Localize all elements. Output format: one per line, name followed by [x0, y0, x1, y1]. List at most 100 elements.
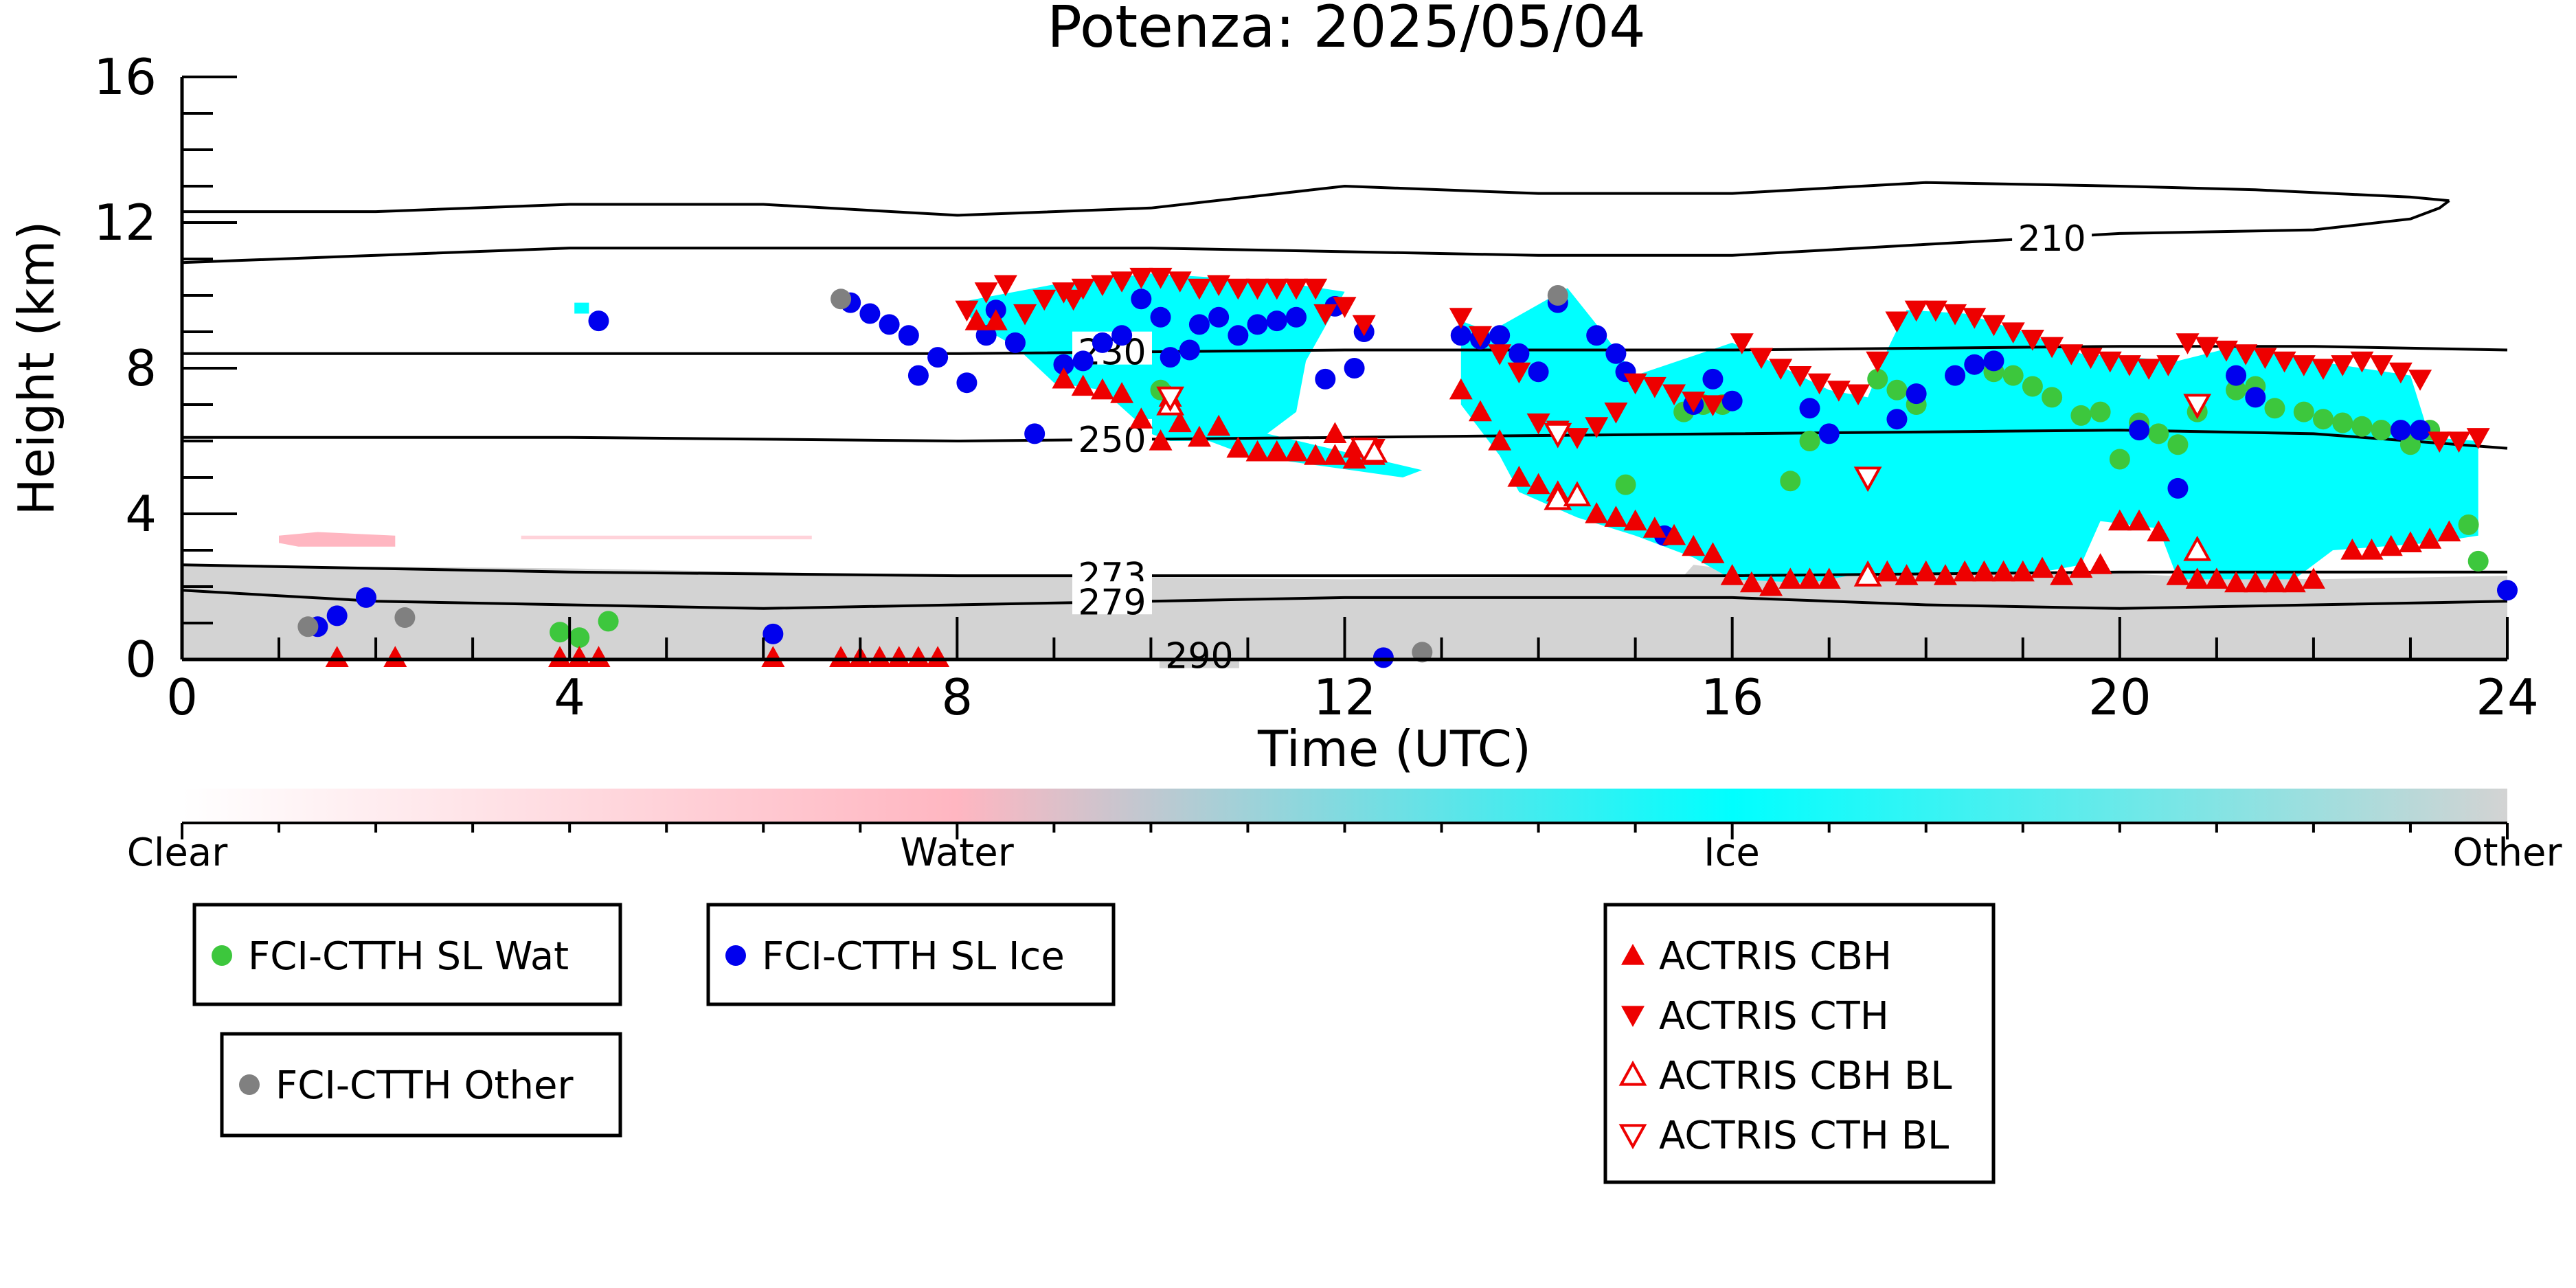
point-fci-ctth-sl-wat: [2148, 423, 2169, 444]
point-actris-cth: [1730, 333, 1754, 354]
legend-label-actris-cth: ACTRIS CTH: [1659, 994, 1889, 1039]
point-actris-cth: [1604, 403, 1628, 424]
point-actris-cbh: [2204, 567, 2228, 589]
point-fci-ctth-sl-ice: [1188, 314, 1210, 335]
point-actris-cth: [1923, 300, 1947, 322]
point-actris-cth: [1827, 381, 1851, 402]
point-actris-cth: [1071, 278, 1095, 300]
data-markers: [297, 267, 2518, 668]
legend-other-frame: [220, 1032, 622, 1138]
point-fci-ctth-sl-ice: [1072, 350, 1094, 372]
legend-marker-fci-ctth-other: [239, 1074, 260, 1095]
point-actris-cbh: [1187, 425, 1211, 447]
point-fci-ctth-sl-ice: [1150, 306, 1171, 328]
ice-region: [1460, 288, 2478, 583]
y-tick-label: 12: [93, 194, 157, 251]
point-actris-cbh: [2418, 528, 2442, 549]
point-actris-cbh: [1798, 567, 1822, 589]
point-actris-cbh: [1090, 378, 1114, 400]
point-actris-cth: [1313, 304, 1337, 326]
point-actris-cbh: [1468, 400, 1492, 422]
point-actris-cbh: [2263, 571, 2287, 593]
point-fci-ctth-sl-wat: [2070, 405, 2092, 426]
contour-label-279: 279: [1078, 582, 1146, 623]
legend-marker-actris-cth-bl: [1618, 1124, 1647, 1150]
colorbar-label-other: Other: [2452, 831, 2562, 875]
point-fci-ctth-sl-ice: [2390, 420, 2411, 441]
point-actris-cbh: [1129, 407, 1153, 429]
point-actris-cbh: [383, 646, 407, 667]
point-fci-ctth-sl-wat: [2351, 416, 2373, 437]
y-axis-label: Height (km): [8, 221, 65, 516]
point-fci-ctth-sl-ice: [1945, 365, 1966, 386]
point-actris-cbh: [2166, 564, 2190, 585]
water-region: [279, 532, 396, 547]
legend-label-actris-cbh: ACTRIS CBH: [1659, 934, 1892, 979]
point-actris-cbh: [1662, 523, 1686, 545]
point-fci-ctth-sl-wat: [2467, 550, 2489, 572]
point-actris-cbh: [2050, 564, 2074, 585]
point-fci-ctth-sl-wat: [2332, 412, 2353, 433]
point-actris-cbh: [926, 646, 950, 667]
point-actris-cth: [1963, 308, 1987, 329]
point-actris-cbh: [1623, 509, 1647, 531]
point-fci-ctth-sl-ice: [1489, 325, 1511, 346]
point-actris-cth-bl: [1853, 466, 1882, 493]
point-actris-cth: [2350, 351, 2374, 373]
point-actris-cbh: [2398, 531, 2422, 552]
contour-line-210: [181, 199, 2450, 264]
point-fci-ctth-sl-ice: [1983, 350, 2004, 372]
point-actris-cbh: [1323, 422, 1347, 443]
point-fci-ctth-sl-ice: [1344, 358, 1365, 379]
point-actris-cth: [2040, 337, 2064, 359]
point-fci-ctth-sl-ice: [1266, 310, 1287, 332]
point-actris-cbh: [1449, 378, 1473, 400]
point-actris-cbh: [1526, 473, 1550, 495]
point-fci-ctth-sl-wat: [2264, 398, 2285, 419]
legend-marker-actris-cth: [1621, 1006, 1645, 1027]
point-actris-cth: [1807, 373, 1831, 395]
point-actris-cbh: [1759, 575, 1783, 596]
point-actris-cbh-bl: [1853, 561, 1882, 587]
point-fci-ctth-sl-wat: [1780, 471, 1801, 492]
point-fci-ctth-sl-wat: [1886, 379, 1908, 400]
contour-line-230: [182, 345, 2508, 355]
point-actris-cbh: [868, 646, 892, 667]
point-actris-cbh: [1895, 564, 1919, 585]
point-actris-cbh: [1323, 444, 1347, 465]
point-fci-ctth-sl-ice: [879, 314, 900, 335]
point-fci-ctth-sl-wat: [2293, 401, 2314, 422]
point-actris-cth: [2214, 340, 2238, 362]
point-actris-cth: [1488, 344, 1512, 365]
point-actris-cth-bl: [2183, 394, 2212, 420]
point-actris-cth: [1846, 384, 1871, 406]
point-actris-cbh: [2088, 553, 2112, 574]
point-fci-ctth-sl-ice: [1964, 354, 1985, 375]
point-actris-cth: [2156, 355, 2180, 376]
point-fci-ctth-sl-wat: [2022, 376, 2043, 397]
point-fci-ctth-sl-wat: [2167, 434, 2189, 455]
point-fci-ctth-sl-wat: [550, 622, 571, 643]
point-actris-cth: [2369, 355, 2393, 376]
point-fci-ctth-sl-ice: [588, 310, 609, 332]
point-fci-ctth-sl-ice: [1605, 343, 1627, 364]
point-fci-ctth-sl-wat: [2002, 365, 2024, 386]
point-actris-cth: [1090, 275, 1114, 297]
point-actris-cbh: [1304, 444, 1328, 465]
point-fci-ctth-sl-ice: [1111, 325, 1133, 346]
point-actris-cth: [1013, 304, 1037, 326]
point-actris-cbh: [1875, 560, 1899, 582]
point-actris-cth: [1333, 297, 1357, 318]
point-actris-cbh: [906, 646, 930, 667]
point-actris-cth: [1468, 326, 1492, 348]
point-actris-cbh: [1265, 440, 1289, 462]
point-actris-cbh: [2147, 520, 2171, 542]
ice-region: [574, 302, 589, 314]
legend-label-actris-cbh-bl: ACTRIS CBH BL: [1659, 1054, 1952, 1098]
point-actris-cbh: [1953, 560, 1977, 582]
point-fci-ctth-sl-ice: [2226, 365, 2247, 386]
point-actris-cbh-bl: [2183, 535, 2212, 561]
point-fci-ctth-sl-wat: [1799, 431, 1820, 451]
point-actris-cth: [1642, 376, 1667, 398]
legend-marker-fci-ctth-sl-wat: [212, 945, 232, 966]
